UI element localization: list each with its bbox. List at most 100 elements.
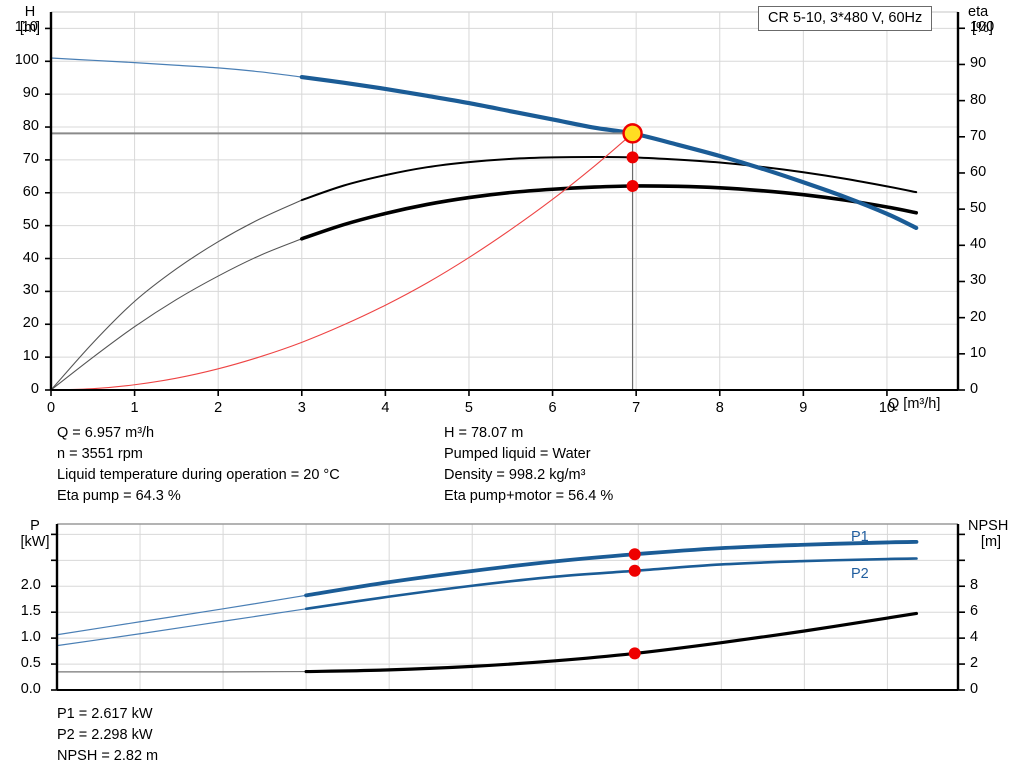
p1-curve-label: P1 [851, 529, 869, 545]
info-density: Density = 998.2 kg/m³ [444, 467, 586, 483]
upper-y2-tick-100: 100 [970, 19, 995, 36]
upper-y-tick-60: 60 [22, 183, 39, 200]
pump-model-title: CR 5-10, 3*480 V, 60Hz [768, 10, 923, 26]
lower-y2-tick-8: 8 [970, 577, 979, 594]
upper-info-left: Q = 6.957 m³/h n = 3551 rpm Liquid tempe… [57, 423, 340, 507]
upper-y-tick-70: 70 [22, 150, 39, 167]
upper-y-tick-50: 50 [22, 216, 39, 233]
upper-chart-gridlines [50, 11, 958, 391]
upper-x-tick-10: 10 [878, 400, 895, 416]
p2-curve-label: P2 [851, 566, 869, 582]
upper-y2-tick-30: 30 [970, 272, 987, 289]
pump-model-title-box: CR 5-10, 3*480 V, 60Hz [758, 6, 933, 31]
duty-point-marker [622, 123, 643, 144]
upper-x-tick-3: 3 [297, 400, 306, 416]
upper-y-tick-100: 100 [14, 52, 39, 69]
head-curve [299, 74, 919, 231]
upper-x-tick-0: 0 [46, 400, 56, 416]
info-liquid-temperature: Liquid temperature during operation = 20… [57, 467, 340, 483]
info-h: H = 78.07 m [444, 425, 524, 441]
info-n: n = 3551 rpm [57, 446, 143, 462]
lower-y-tick-1.0: 1.0 [20, 629, 41, 646]
duty-point-eta-pump-motor-marker [626, 179, 639, 192]
eta-pump-motor-curve-thin [50, 237, 306, 391]
system-curve [50, 132, 634, 391]
lower-y2-tick-2: 2 [970, 655, 979, 672]
upper-y2-tick-40: 40 [970, 236, 987, 253]
p2-curve [304, 557, 918, 611]
upper-y-axis-title-line2: [m] [19, 20, 41, 36]
info-p1: P1 = 2.617 kW [57, 706, 153, 722]
upper-chart-axes [45, 12, 965, 396]
p1-curve [304, 540, 919, 598]
upper-x-axis-title: Q [m³/h] [888, 396, 941, 412]
lower-y-axis-title-line2: [kW] [20, 534, 50, 550]
lower-y2-tick-6: 6 [970, 603, 979, 620]
upper-y2-axis-title-line1: eta [968, 4, 989, 20]
upper-x-tick-4: 4 [381, 400, 390, 416]
p2-curve-thin [56, 607, 313, 647]
lower-y2-axis-title: NPSH [m] [968, 518, 1014, 550]
eta-pump-curve [300, 156, 918, 202]
lower-chart-curves [56, 540, 919, 674]
info-eta-pump: Eta pump = 64.3 % [57, 488, 181, 504]
upper-y2-axis-title-line2: [%] [972, 20, 993, 36]
eta-pump-motor-curve [299, 184, 918, 241]
lower-y-axis-title-line1: P [30, 518, 40, 534]
info-q: Q = 6.957 m³/h [57, 425, 155, 441]
upper-y-tick-0: 0 [30, 381, 39, 397]
lower-info: P1 = 2.617 kW P2 = 2.298 kW NPSH = 2.82 … [57, 704, 158, 767]
lower-y-axis-title: P [kW] [16, 518, 54, 550]
upper-y-tick-20: 20 [22, 315, 39, 332]
upper-y-axis-title-line1: H [24, 4, 36, 20]
upper-x-tick-6: 6 [548, 400, 557, 416]
lower-y2-axis-title-line2: [m] [980, 534, 1002, 550]
info-eta-pump-motor: Eta pump+motor = 56.4 % [444, 488, 614, 504]
lower-chart-axes [51, 524, 965, 691]
lower-y2-tick-4: 4 [970, 629, 979, 646]
upper-y2-tick-60: 60 [970, 163, 987, 180]
upper-x-tick-5: 5 [464, 400, 473, 416]
lower-y2-axis-title-line1: NPSH [968, 518, 1009, 534]
upper-y2-axis-title: eta [%] [968, 4, 993, 36]
lower-y2-tick-0: 0 [970, 681, 979, 697]
upper-y2-tick-20: 20 [970, 308, 987, 325]
duty-point-eta-pump-marker [626, 151, 639, 164]
npsh-curve [304, 611, 919, 674]
upper-y2-tick-0: 0 [970, 381, 979, 397]
upper-y-axis-title: H [m] [16, 4, 44, 36]
upper-y2-tick-10: 10 [970, 344, 987, 361]
upper-x-tick-8: 8 [715, 400, 724, 416]
duty-point-p1-marker [628, 548, 641, 561]
duty-point-p2-marker [628, 564, 641, 577]
upper-y2-tick-80: 80 [970, 91, 987, 108]
lower-y-tick-0.5: 0.5 [20, 655, 41, 672]
lower-y-tick-2.0: 2.0 [20, 577, 41, 594]
upper-y-tick-80: 80 [22, 118, 39, 135]
lower-y-tick-0.0: 0.0 [20, 681, 41, 697]
info-p2: P2 = 2.298 kW [57, 727, 153, 743]
duty-point-npsh-marker [628, 647, 641, 660]
upper-y-tick-90: 90 [22, 85, 39, 102]
upper-chart-curves [50, 57, 919, 391]
p1-curve-thin [56, 593, 313, 636]
upper-y2-tick-90: 90 [970, 55, 987, 72]
upper-x-tick-7: 7 [632, 400, 641, 416]
upper-x-tick-1: 1 [130, 400, 139, 416]
upper-info-right: H = 78.07 m Pumped liquid = Water Densit… [444, 423, 613, 507]
upper-y-tick-10: 10 [22, 348, 39, 365]
upper-x-tick-2: 2 [214, 400, 223, 416]
eta-pump-curve-thin [50, 198, 306, 391]
upper-y-tick-40: 40 [22, 249, 39, 266]
lower-y-tick-1.5: 1.5 [20, 603, 41, 620]
upper-y-tick-110: 110 [14, 19, 38, 36]
upper-x-tick-9: 9 [799, 400, 808, 416]
head-curve-thin [50, 57, 306, 79]
upper-y2-tick-70: 70 [970, 127, 987, 144]
upper-y-tick-30: 30 [22, 282, 39, 299]
info-pumped-liquid: Pumped liquid = Water [444, 446, 591, 462]
info-npsh: NPSH = 2.82 m [57, 748, 159, 764]
upper-y2-tick-50: 50 [970, 200, 987, 217]
